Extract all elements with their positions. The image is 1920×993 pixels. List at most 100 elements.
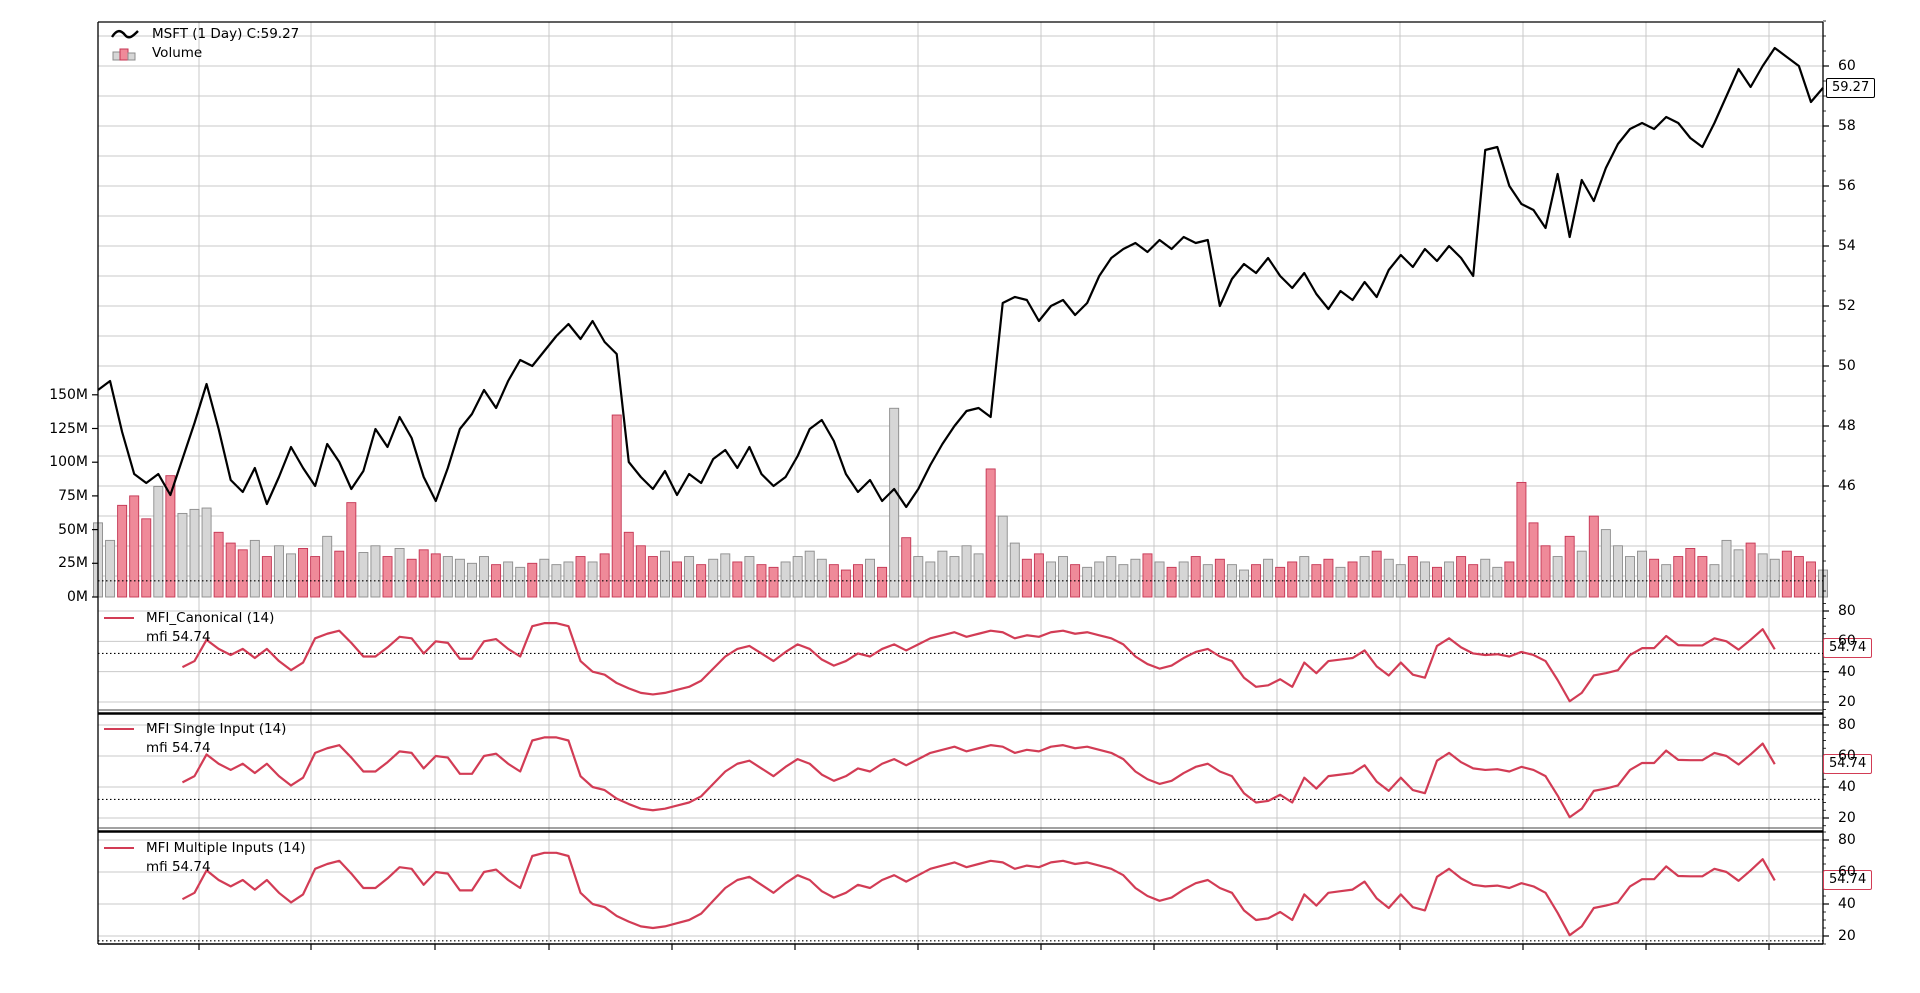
volume-bar-up xyxy=(913,556,924,598)
volume-bar-down xyxy=(430,553,441,598)
volume-axis-label: 125M xyxy=(49,420,88,437)
mfi-badge-canonical: 54.74 xyxy=(1823,638,1873,658)
volume-bar-down xyxy=(491,564,502,598)
mfi-multiple-title: MFI Multiple Inputs (14) xyxy=(146,839,306,856)
volume-bar-down xyxy=(877,566,888,598)
volume-bar-down xyxy=(1407,556,1418,598)
volume-bar-up xyxy=(153,486,164,598)
volume-bar-up xyxy=(370,545,381,598)
last-price-badge: 59.27 xyxy=(1826,78,1876,98)
volume-bar-down xyxy=(1564,535,1575,598)
mfi-axis-label: 60 xyxy=(1838,633,1856,650)
legend-label-msft: MSFT (1 Day) C:59.27 xyxy=(152,25,300,42)
volume-bar-up xyxy=(454,558,465,598)
price-axis-label: 48 xyxy=(1838,418,1856,434)
volume-bar-up xyxy=(804,550,815,598)
volume-bar-up xyxy=(684,556,695,598)
volume-bar-up xyxy=(925,561,936,598)
volume-bar-down xyxy=(1673,556,1684,598)
mfi-line-panel-3 xyxy=(181,851,1776,937)
volume-bar-down xyxy=(1588,515,1599,598)
volume-bar-up xyxy=(1130,558,1141,598)
mfi-badge-single: 54.74 xyxy=(1823,754,1873,774)
volume-bar-up xyxy=(394,548,405,598)
mfi-axis-label: 40 xyxy=(1838,663,1856,680)
squiggle-line-icon xyxy=(110,29,139,38)
volume-bar-up xyxy=(1239,569,1249,598)
volume-bar-down xyxy=(1021,558,1032,598)
volume-bar-down xyxy=(1504,561,1515,598)
mfi-multiple-value: mfi 54.74 xyxy=(146,858,211,875)
volume-bar-up xyxy=(551,564,562,598)
volume-bar-down xyxy=(768,566,779,598)
volume-bar-down xyxy=(225,542,236,598)
mfi-axis-label: 20 xyxy=(1838,928,1856,944)
price-axis-label: 50 xyxy=(1838,358,1856,374)
mfi-line-panel-1 xyxy=(181,622,1776,703)
mfi-axis-label: 60 xyxy=(1838,748,1856,764)
volume-bar-up xyxy=(792,556,803,598)
mfi-single-value: mfi 54.74 xyxy=(146,739,211,756)
mfi-line-icon xyxy=(104,846,138,849)
price-line-icon xyxy=(110,27,144,41)
volume-bar-down xyxy=(406,558,417,598)
volume-bar-down xyxy=(732,561,743,598)
volume-bar-down xyxy=(840,569,851,598)
volume-bar-down xyxy=(1793,556,1804,598)
volume-bar-up xyxy=(1637,550,1648,598)
volume-bar-up xyxy=(961,545,972,598)
volume-bar-up xyxy=(539,558,550,598)
volume-bar-up xyxy=(1094,561,1105,598)
volume-bar-down xyxy=(418,549,429,598)
volume-bar-up xyxy=(780,561,791,598)
price-axis-label: 46 xyxy=(1838,478,1856,494)
volume-bar-down xyxy=(213,531,224,598)
volume-bar-up xyxy=(322,535,333,598)
volume-bar-down xyxy=(1432,566,1442,598)
volume-bar-up xyxy=(177,512,188,598)
volume-bar-up xyxy=(1082,566,1093,598)
volume-bar-down xyxy=(1142,553,1153,598)
volume-bar-down xyxy=(1033,553,1044,598)
volume-bar-down xyxy=(1287,561,1298,598)
volume-bar-up xyxy=(249,539,260,598)
volume-bar-up xyxy=(1600,529,1611,598)
mfi-line-panel-2 xyxy=(181,736,1776,819)
volume-bar-up xyxy=(1721,539,1732,598)
volume-axis-label: 25M xyxy=(58,555,88,572)
volume-bar-down xyxy=(237,549,248,598)
volume-bar-up xyxy=(1263,558,1274,598)
mfi-single-legend: MFI Single Input (14) mfi 54.74 xyxy=(104,719,286,757)
volume-bar-up xyxy=(358,552,369,598)
volume-bar-down xyxy=(1275,566,1286,598)
volume-bar-down xyxy=(1468,564,1479,598)
mfi-axis-label: 40 xyxy=(1838,779,1856,795)
volume-bar-up xyxy=(563,561,574,598)
volume-bar-down xyxy=(575,556,586,598)
volume-bar-up xyxy=(1299,556,1310,598)
volume-bar-down xyxy=(261,556,272,598)
volume-bar-up xyxy=(1625,556,1635,598)
volume-bar-down xyxy=(1166,566,1177,598)
volume-bar-down xyxy=(599,553,610,598)
mfi-axis-label: 20 xyxy=(1838,694,1856,710)
volume-bar-down xyxy=(1371,550,1382,598)
volume-bar-down xyxy=(1540,545,1551,598)
volume-bar-up xyxy=(973,553,984,598)
volume-bar-up xyxy=(105,539,116,598)
volume-axis-label: 0M xyxy=(67,589,88,605)
volume-bar-down xyxy=(1456,556,1467,598)
mfi-canonical-title: MFI_Canonical (14) xyxy=(146,609,275,626)
volume-bar-up xyxy=(442,556,453,598)
volume-bar-up xyxy=(1154,561,1165,598)
volume-bar-down xyxy=(611,414,622,598)
volume-bar-down xyxy=(117,504,128,598)
volume-bar-down xyxy=(1805,561,1816,598)
volume-bar-up xyxy=(1492,566,1503,598)
volume-bar-up xyxy=(515,566,526,598)
volume-bar-down xyxy=(901,537,912,598)
volume-bar-down xyxy=(1781,550,1792,598)
mfi-badge-multiple: 54.74 xyxy=(1823,870,1873,890)
volume-bar-down xyxy=(165,475,176,598)
